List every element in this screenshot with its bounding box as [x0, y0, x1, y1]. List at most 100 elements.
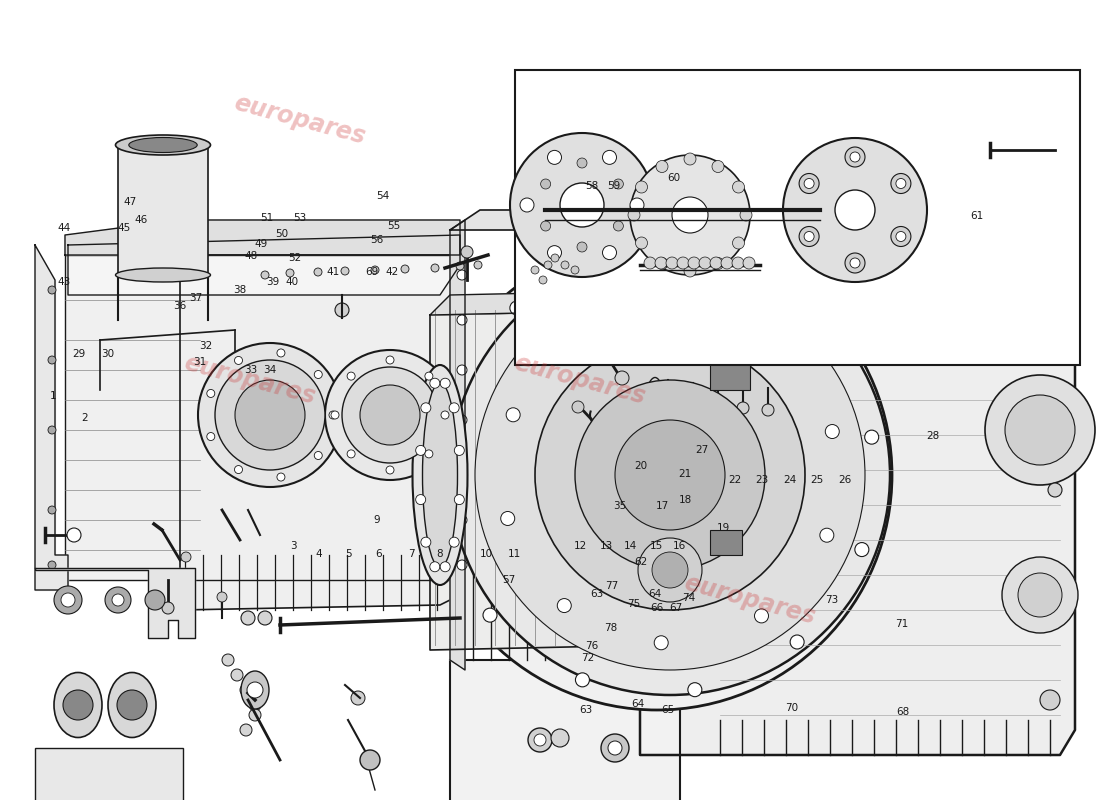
Circle shape	[456, 560, 468, 570]
Text: 40: 40	[285, 277, 298, 286]
Circle shape	[241, 611, 255, 625]
Circle shape	[371, 266, 380, 274]
Circle shape	[348, 372, 355, 380]
Circle shape	[688, 257, 700, 269]
Circle shape	[720, 257, 733, 269]
Circle shape	[654, 257, 667, 269]
Bar	[710, 530, 742, 555]
Circle shape	[446, 394, 459, 407]
Circle shape	[1040, 690, 1060, 710]
Text: 3: 3	[290, 541, 297, 550]
Bar	[118, 145, 208, 275]
Circle shape	[551, 729, 569, 747]
Text: 5: 5	[345, 549, 352, 558]
Text: 61: 61	[970, 211, 983, 221]
Text: 64: 64	[648, 589, 661, 598]
Circle shape	[732, 257, 744, 269]
Circle shape	[672, 197, 708, 233]
Circle shape	[688, 399, 698, 411]
Text: europares: europares	[182, 351, 319, 409]
Circle shape	[572, 401, 584, 413]
Text: 31: 31	[194, 357, 207, 366]
Circle shape	[561, 261, 569, 269]
Circle shape	[615, 371, 629, 385]
Circle shape	[48, 356, 56, 364]
Text: 43: 43	[57, 277, 70, 286]
Circle shape	[249, 699, 261, 711]
Circle shape	[548, 246, 561, 260]
Circle shape	[1002, 557, 1078, 633]
Circle shape	[425, 450, 433, 458]
Circle shape	[261, 271, 270, 279]
Circle shape	[817, 328, 830, 342]
Text: 24: 24	[783, 475, 796, 485]
Circle shape	[234, 357, 242, 365]
Text: 30: 30	[101, 349, 114, 358]
Circle shape	[510, 301, 524, 315]
Circle shape	[581, 259, 593, 271]
Text: 35: 35	[613, 501, 626, 510]
Ellipse shape	[129, 138, 197, 153]
Circle shape	[54, 586, 82, 614]
Circle shape	[540, 221, 551, 231]
Circle shape	[454, 446, 464, 455]
Circle shape	[67, 528, 81, 542]
Circle shape	[286, 269, 294, 277]
Circle shape	[712, 258, 724, 270]
Circle shape	[315, 370, 322, 378]
Text: 54: 54	[376, 191, 389, 201]
Polygon shape	[430, 290, 680, 315]
Circle shape	[845, 253, 865, 273]
Text: 44: 44	[57, 223, 70, 233]
Circle shape	[456, 315, 468, 325]
Circle shape	[421, 403, 431, 413]
Circle shape	[769, 338, 783, 351]
Circle shape	[63, 690, 94, 720]
Text: 62: 62	[635, 557, 648, 566]
Circle shape	[456, 262, 464, 270]
Circle shape	[850, 152, 860, 162]
Circle shape	[207, 433, 215, 441]
Bar	[450, 660, 680, 800]
Circle shape	[572, 327, 585, 341]
Circle shape	[578, 158, 587, 168]
Circle shape	[662, 396, 674, 408]
Circle shape	[182, 552, 191, 562]
Circle shape	[535, 340, 805, 610]
Text: 53: 53	[294, 213, 307, 222]
Circle shape	[557, 375, 757, 575]
Circle shape	[544, 261, 552, 269]
Polygon shape	[180, 255, 460, 610]
Ellipse shape	[412, 365, 468, 585]
Circle shape	[688, 682, 702, 697]
Text: 69: 69	[365, 267, 378, 277]
Circle shape	[540, 179, 551, 189]
Circle shape	[539, 276, 547, 284]
Circle shape	[737, 402, 749, 414]
Polygon shape	[68, 235, 460, 295]
Text: 58: 58	[585, 181, 598, 190]
Text: 13: 13	[600, 541, 613, 550]
Circle shape	[603, 246, 616, 260]
Text: 70: 70	[785, 703, 799, 713]
Circle shape	[217, 592, 227, 602]
Text: 75: 75	[627, 599, 640, 609]
Circle shape	[725, 263, 738, 277]
Circle shape	[421, 537, 431, 547]
Text: 32: 32	[199, 341, 212, 350]
Circle shape	[449, 537, 459, 547]
Text: 63: 63	[580, 706, 593, 715]
Circle shape	[551, 254, 559, 262]
Text: 19: 19	[717, 523, 730, 533]
Circle shape	[845, 147, 865, 167]
Circle shape	[666, 257, 678, 269]
Circle shape	[712, 161, 724, 173]
Circle shape	[456, 515, 468, 525]
Circle shape	[456, 365, 468, 375]
Circle shape	[865, 430, 879, 444]
Circle shape	[560, 183, 604, 227]
Circle shape	[386, 466, 394, 474]
Ellipse shape	[108, 673, 156, 738]
Circle shape	[492, 310, 822, 640]
Text: 59: 59	[607, 181, 620, 190]
